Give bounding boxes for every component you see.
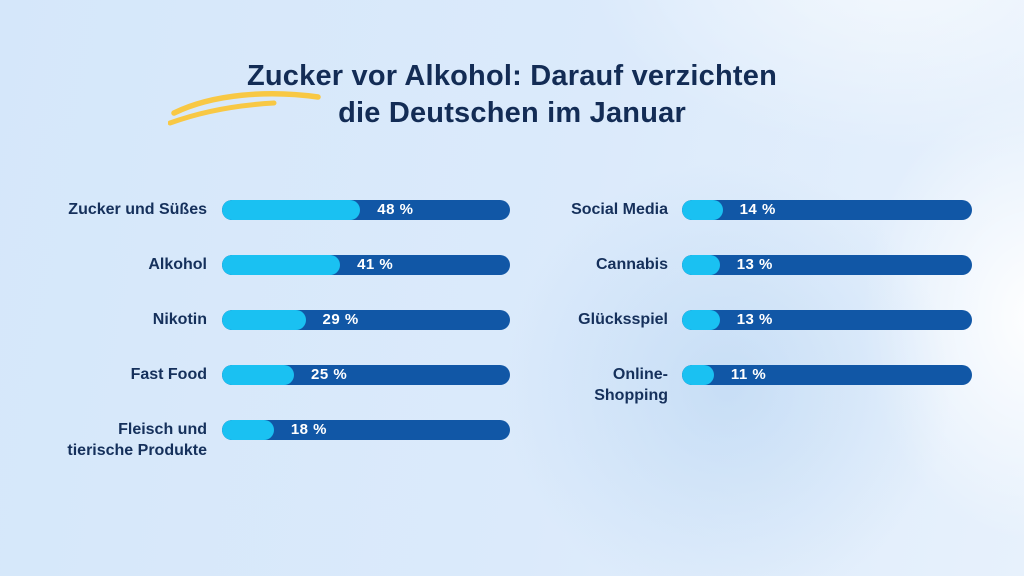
bar-label: Fleisch und tierische Produkte	[67, 421, 207, 459]
bar-track: 29 %	[222, 309, 510, 330]
bar-value: 13 %	[736, 311, 773, 328]
bar-fill	[222, 254, 341, 275]
page-title-line1: Zucker vor Alkohol: Darauf verzichten	[246, 60, 778, 92]
bar-row-nikotin: Nikotin 29 %	[48, 292, 510, 347]
bar-row-online-shopping: Online- Shopping 11 %	[556, 347, 972, 404]
bar-row-alkohol: Alkohol 41 %	[48, 237, 510, 292]
bar-label: Online- Shopping	[594, 366, 668, 404]
bar-label: Social Media	[571, 201, 668, 218]
bar-label: Zucker und Süßes	[68, 201, 207, 218]
bar-value: 41 %	[357, 256, 394, 273]
bar-row-fleisch-und-tierische-produkte: Fleisch und tierische Produkte 18 %	[48, 402, 510, 459]
bar-value: 11 %	[730, 366, 767, 383]
page-title: Zucker vor Alkohol: Darauf verzichten di…	[0, 58, 1024, 132]
bar-row-cannabis: Cannabis 13 %	[556, 237, 972, 292]
swoosh-underline-icon	[168, 91, 321, 126]
bar-value: 29 %	[322, 311, 359, 328]
page-title-line2: die Deutschen im Januar	[338, 97, 686, 129]
bar-value: 48 %	[377, 201, 414, 218]
bar-value: 25 %	[311, 366, 348, 383]
bar-fill	[682, 199, 723, 220]
bar-track: 13 %	[682, 309, 972, 330]
bar-row-gluecksspiel: Glücksspiel 13 %	[556, 292, 972, 347]
bar-fill	[682, 254, 720, 275]
bar-fill	[222, 309, 306, 330]
bar-value: 13 %	[736, 256, 773, 273]
bar-label: Fast Food	[130, 366, 207, 383]
bar-row-fast-food: Fast Food 25 %	[48, 347, 510, 402]
bar-label: Glücksspiel	[578, 311, 668, 328]
bar-value: 18 %	[290, 421, 328, 438]
bar-fill	[222, 364, 294, 385]
bar-fill	[682, 309, 720, 330]
bar-fill	[682, 364, 714, 385]
bar-label: Cannabis	[595, 256, 668, 273]
bar-track: 48 %	[222, 199, 510, 220]
bar-track: 41 %	[222, 254, 510, 275]
bar-row-zucker-und-suesses: Zucker und Süßes 48 %	[48, 182, 510, 237]
bar-label: Alkohol	[148, 256, 207, 273]
bar-label: Nikotin	[152, 311, 207, 328]
bar-value: 14 %	[739, 201, 776, 218]
bar-fill	[222, 419, 274, 440]
bar-row-social-media: Social Media 14 %	[556, 182, 972, 237]
bar-track: 25 %	[222, 364, 510, 385]
bar-track: 13 %	[682, 254, 972, 275]
bar-fill	[222, 199, 361, 220]
bar-track: 14 %	[682, 199, 972, 220]
bar-track: 11 %	[682, 364, 972, 385]
bar-column-right: Social Media 14 % Cannabis 13 % Glückssp…	[556, 182, 972, 404]
bar-track: 18 %	[222, 419, 510, 440]
bar-column-left: Zucker und Süßes 48 % Alkohol 41 % Nikot…	[48, 182, 510, 459]
